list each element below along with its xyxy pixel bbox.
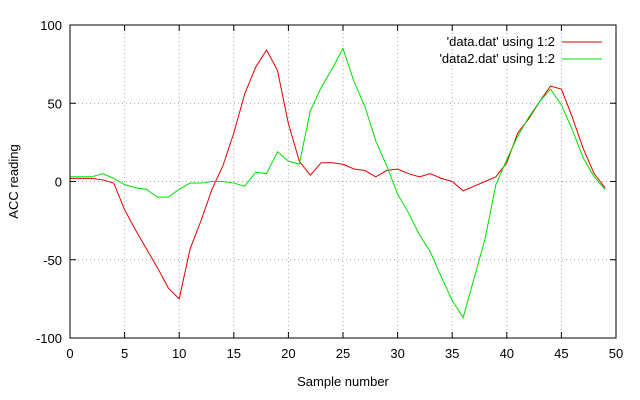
x-tick-label: 15 (227, 346, 241, 361)
x-tick-label: 40 (500, 346, 514, 361)
x-tick-label: 35 (445, 346, 459, 361)
y-axis-title: ACC reading (6, 144, 21, 218)
y-tick-label: 0 (55, 175, 62, 190)
y-tick-label: 50 (48, 96, 62, 111)
x-tick-label: 10 (172, 346, 186, 361)
legend-label: 'data2.dat' using 1:2 (439, 51, 555, 66)
x-tick-label: 5 (121, 346, 128, 361)
y-tick-label: 100 (40, 18, 62, 33)
ticks-layer (69, 24, 617, 339)
series-layer (70, 47, 606, 319)
x-tick-label: 50 (609, 346, 623, 361)
x-tick-label: 20 (281, 346, 295, 361)
x-tick-label: 45 (554, 346, 568, 361)
y-tick-label: -50 (43, 253, 62, 268)
y-tick-label: -100 (36, 331, 62, 346)
x-axis-title: Sample number (297, 374, 389, 389)
tick-labels: 0 5 10 15 20 25 30 35 40 45 50 -100 -50 0 50 100 (36, 18, 623, 361)
series-line-1 (70, 49, 606, 300)
legend-label: 'data.dat' using 1:2 (447, 34, 555, 49)
grid-layer (70, 25, 616, 338)
series-line-2 (70, 47, 606, 319)
legend: 'data.dat' using 1:2 'data2.dat' using 1:… (439, 34, 602, 66)
x-tick-label: 25 (336, 346, 350, 361)
x-tick-label: 0 (66, 346, 73, 361)
x-tick-label: 30 (390, 346, 404, 361)
